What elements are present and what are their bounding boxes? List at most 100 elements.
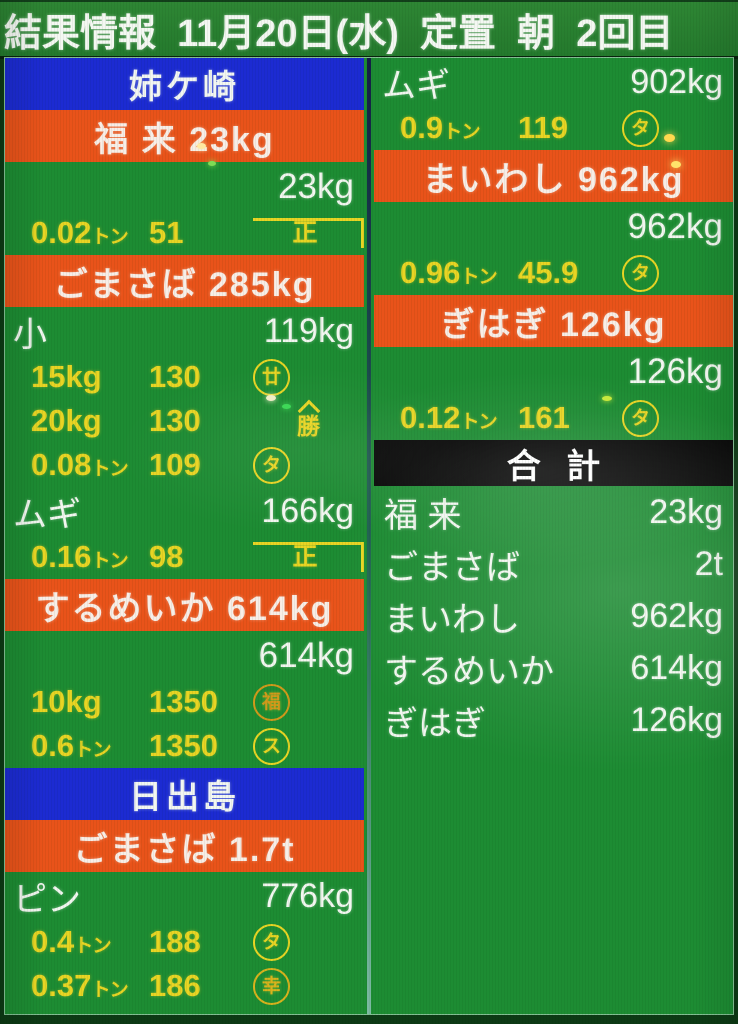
trade-row: 0.37トン 186 幸 — [5, 964, 364, 1008]
buyer-mark-char: 勝 — [297, 412, 320, 439]
size-weight: 776kg — [261, 876, 354, 915]
buyer-mark-kane-icon: 正 — [253, 218, 364, 248]
buyer-mark-char: タ — [261, 931, 281, 953]
venue-bar: 姉ケ崎 — [5, 58, 364, 110]
trade-row: 0.6トン 1350 ス — [5, 724, 364, 768]
total-weight-value: 23kg — [649, 492, 723, 531]
size-weight: 119kg — [263, 311, 354, 350]
buyer-mark-char: タ — [261, 454, 281, 476]
total-row: ぎはぎ 126kg — [374, 694, 733, 746]
weight-value: 126kg — [627, 351, 723, 391]
total-species-label: ぎはぎ — [384, 704, 486, 743]
size-label: ムギ — [382, 66, 450, 105]
trade-quantity-value: 0.37 — [31, 968, 92, 1003]
trade-row: 0.96トン 45.9 タ — [374, 251, 733, 295]
totals-header-label: 合 計 — [506, 447, 609, 486]
trade-quantity-value: 0.4 — [31, 924, 75, 959]
trade-price: 1350 — [149, 728, 218, 763]
buyer-mark-circle-icon: 福 — [253, 683, 290, 721]
species-label: 福 来 23kg — [94, 120, 275, 159]
trade-quantity-value: 10 — [31, 684, 66, 719]
trade-quantity-unit: kg — [65, 359, 102, 394]
trade-quantity: 20kg — [31, 403, 149, 439]
species-label: ぎはぎ 126kg — [440, 305, 667, 344]
trade-price: 186 — [149, 968, 201, 1003]
buyer-mark-yama-icon: 勝 — [253, 412, 364, 439]
buyer-mark-char: 廿 — [261, 366, 281, 388]
trade-quantity: 0.4トン — [31, 924, 149, 960]
trade-quantity: 0.96トン — [400, 255, 518, 291]
species-label: ごまさば 1.7t — [73, 830, 296, 869]
trade-quantity: 0.6トン — [31, 728, 149, 764]
species-bar: 福 来 23kg — [5, 110, 364, 162]
buyer-mark-char: 福 — [261, 691, 281, 713]
species-label: まいわし 962kg — [422, 160, 685, 199]
trade-price: 98 — [149, 539, 184, 574]
size-label: ムギ — [13, 495, 81, 534]
trade-price: 130 — [149, 403, 201, 438]
venue-label: 日出島 — [129, 778, 240, 815]
weight-value: 614kg — [258, 635, 354, 675]
total-row: まいわし 962kg — [374, 590, 733, 642]
trade-quantity-unit: トン — [460, 267, 497, 288]
trade-quantity-unit: トン — [74, 936, 111, 957]
total-weight-value: 614kg — [630, 648, 723, 687]
trade-price: 130 — [149, 359, 201, 394]
trade-quantity: 15kg — [31, 359, 149, 395]
weight-value: 23kg — [278, 166, 354, 206]
total-species-label: ごまさば — [384, 548, 520, 587]
weight-row: 614kg — [5, 631, 364, 680]
trade-quantity: 0.02トン — [31, 215, 149, 251]
weight-value: 962kg — [627, 206, 723, 246]
weight-row: 23kg — [5, 162, 364, 211]
buyer-mark-circle-icon: ス — [253, 727, 290, 765]
total-species-label: まいわし — [384, 600, 520, 639]
size-row: ムギ 902kg — [374, 58, 733, 106]
trade-quantity: 0.16トン — [31, 539, 149, 575]
trade-row: 10kg 1350 福 — [5, 680, 364, 724]
buyer-mark-char: タ — [630, 407, 650, 429]
page-title: 結果情報 11月20日(水) 定置 朝 2回目 — [0, 0, 738, 59]
total-weight-value: 962kg — [630, 596, 723, 635]
trade-price: 51 — [149, 215, 184, 250]
buyer-mark-circle-icon: タ — [622, 109, 659, 147]
trade-row: 0.4トン 188 タ — [5, 920, 364, 964]
weight-row: 962kg — [374, 202, 733, 251]
buyer-mark-char: 正 — [292, 219, 318, 247]
species-bar: ごまさば 1.7t — [5, 820, 364, 872]
trade-row: 0.02トン 51 正 — [5, 211, 364, 255]
total-species-label: 福 来 — [384, 496, 462, 535]
trade-row: 15kg 130 廿 — [5, 355, 364, 399]
trade-row: 0.12トン 161 タ — [374, 396, 733, 440]
species-label: するめいか 614kg — [35, 589, 334, 628]
trade-quantity-unit: kg — [65, 403, 102, 438]
size-weight: 902kg — [630, 62, 723, 101]
buyer-mark-char: タ — [630, 262, 650, 284]
buyer-mark-circle-icon: タ — [622, 399, 659, 437]
trade-quantity-unit: トン — [91, 551, 128, 572]
buyer-mark-char: 幸 — [261, 975, 281, 997]
trade-quantity: 10kg — [31, 684, 149, 720]
trade-row: 0.16トン 98 正 — [5, 535, 364, 579]
species-bar: まいわし 962kg — [374, 150, 733, 202]
size-row: ムギ 166kg — [5, 487, 364, 535]
venue-bar: 日出島 — [5, 768, 364, 820]
buyer-mark-circle-icon: タ — [622, 254, 659, 292]
trade-quantity: 0.37トン — [31, 968, 149, 1004]
trade-quantity-unit: kg — [65, 684, 102, 719]
trade-quantity-value: 15 — [31, 359, 66, 394]
trade-quantity-unit: トン — [91, 980, 128, 1001]
trade-quantity-unit: トン — [74, 740, 111, 761]
size-label: ピン — [13, 880, 81, 919]
total-row: 福 来 23kg — [374, 486, 733, 538]
trade-price: 45.9 — [518, 255, 579, 290]
trade-price: 1350 — [149, 684, 218, 719]
trade-quantity-unit: トン — [91, 227, 128, 248]
total-row: ごまさば 2t — [374, 538, 733, 590]
total-weight-value: 126kg — [630, 700, 723, 739]
trade-quantity-unit: トン — [91, 459, 128, 480]
buyer-mark-circle-icon: 廿 — [253, 358, 290, 396]
totals-header-bar: 合 計 — [374, 440, 733, 486]
trade-row: 0.08トン 109 タ — [5, 443, 364, 487]
trade-quantity: 0.12トン — [400, 400, 518, 436]
